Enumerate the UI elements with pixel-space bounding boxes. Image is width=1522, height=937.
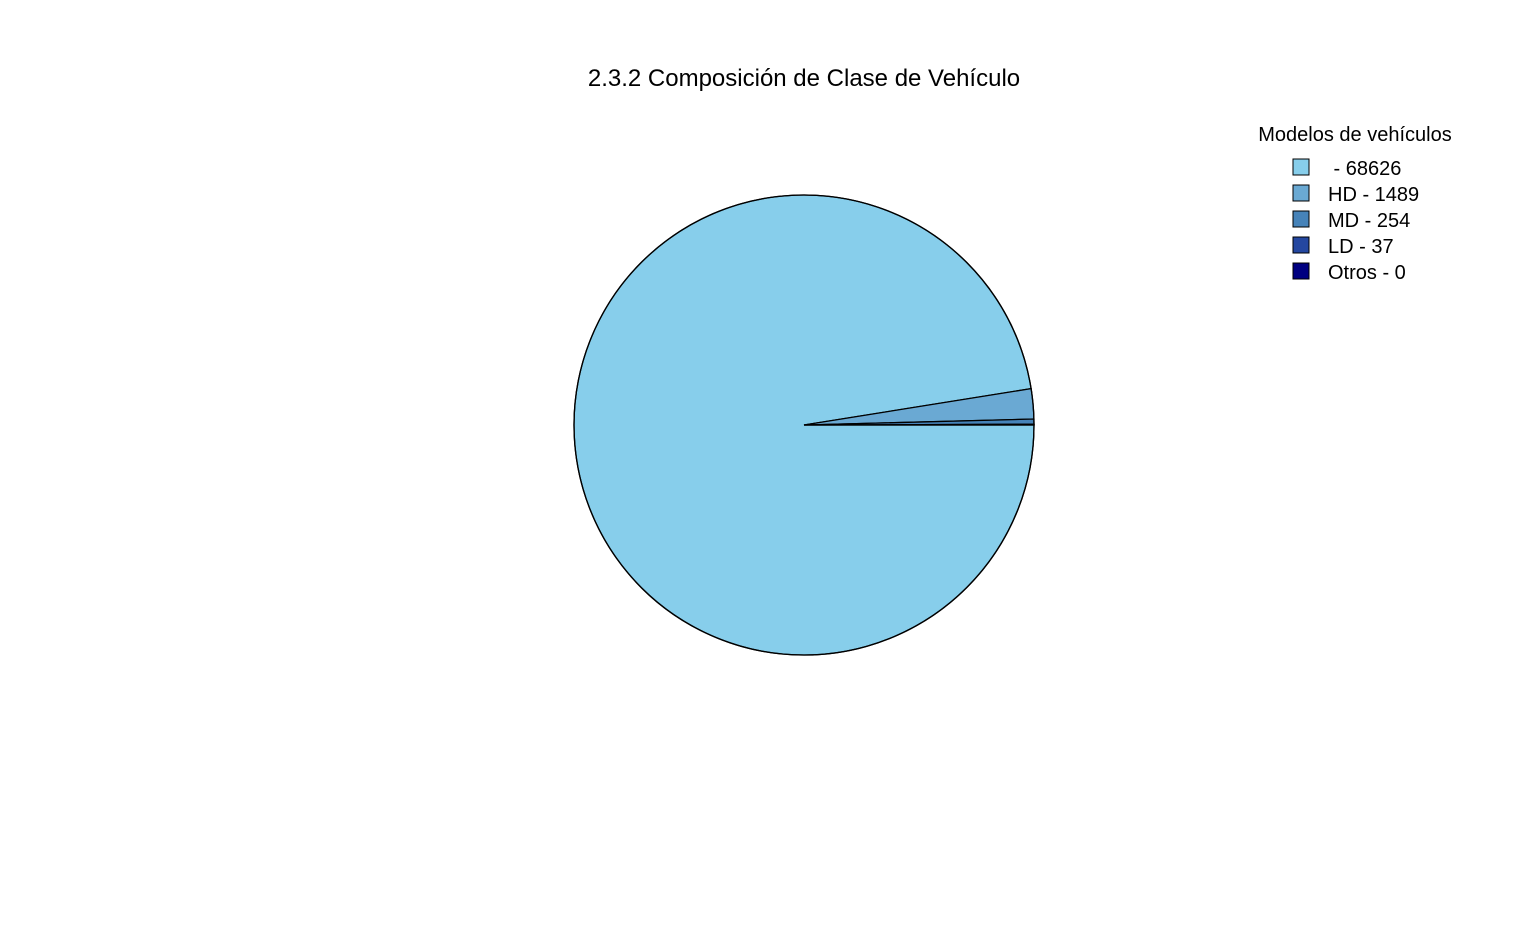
legend-title: Modelos de vehículos (1258, 124, 1451, 146)
pie-slice-ld (803, 423, 1035, 426)
legend-swatch-md (1292, 210, 1310, 228)
pie-outline (573, 194, 1035, 656)
chart-title: 2.3.2 Composición de Clase de Vehículo (588, 65, 1020, 92)
legend-label-md: MD - 254 (1328, 210, 1410, 232)
pie-slices (573, 194, 1035, 656)
legend-items: - 68626 HD - 1489 MD - 254 LD - 37 Otros - 0 (1292, 158, 1419, 284)
legend-label-otros: Otros - 0 (1328, 262, 1406, 284)
legend-label-ld: LD - 37 (1328, 236, 1394, 258)
legend-swatch-blank (1292, 158, 1310, 176)
legend: Modelos de vehículos - 68626 HD - 1489 MD … (1258, 124, 1451, 284)
legend-label-blank: - 68626 (1328, 158, 1401, 180)
legend-swatch-ld (1292, 236, 1310, 254)
legend-swatch-otros (1292, 262, 1310, 280)
legend-label-hd: HD - 1489 (1328, 184, 1419, 206)
legend-swatch-hd (1292, 184, 1310, 202)
